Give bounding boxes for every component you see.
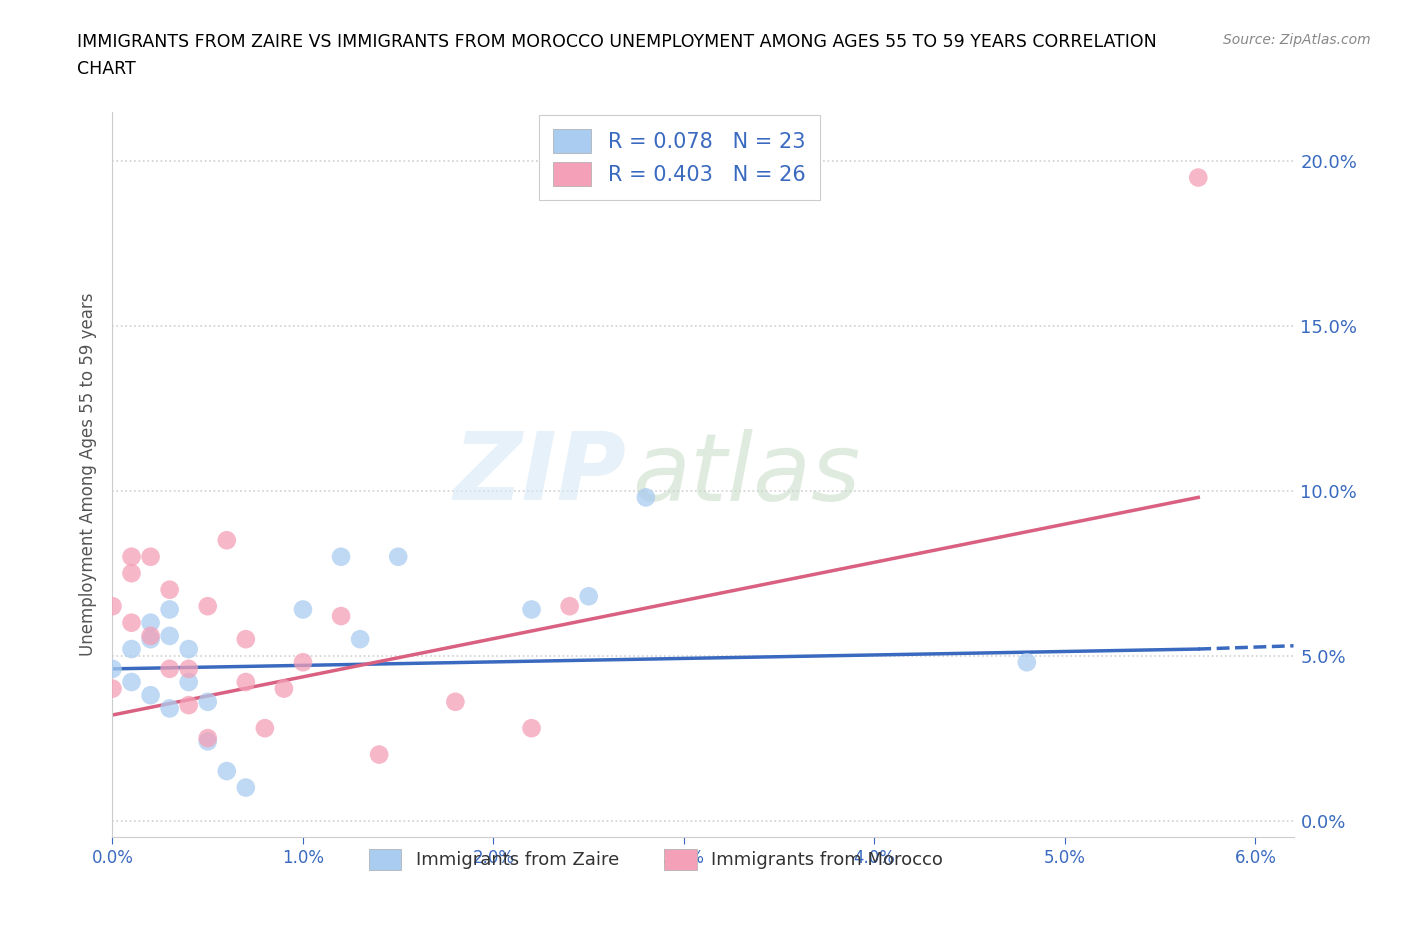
Point [139, 616, 162, 631]
Text: atlas: atlas [633, 429, 860, 520]
Legend: Immigrants from Zaire, Immigrants from Morocco: Immigrants from Zaire, Immigrants from M… [356, 836, 956, 883]
Point [177, 698, 200, 712]
Text: ZIP: ZIP [453, 429, 626, 520]
Point [387, 550, 409, 565]
Point [1187, 170, 1209, 185]
Point [139, 631, 162, 646]
Point [197, 731, 219, 746]
Y-axis label: Unemployment Among Ages 55 to 59 years: Unemployment Among Ages 55 to 59 years [79, 293, 97, 656]
Point [101, 599, 124, 614]
Point [235, 780, 257, 795]
Point [101, 661, 124, 676]
Point [121, 616, 143, 631]
Point [197, 695, 219, 710]
Point [291, 655, 314, 670]
Point [197, 599, 219, 614]
Point [177, 674, 200, 689]
Point [121, 565, 143, 580]
Point [101, 681, 124, 696]
Point [177, 642, 200, 657]
Point [520, 721, 543, 736]
Point [1015, 655, 1038, 670]
Point [215, 533, 238, 548]
Point [159, 701, 181, 716]
Point [330, 608, 353, 623]
Point [235, 674, 257, 689]
Point [197, 734, 219, 749]
Point [177, 661, 200, 676]
Point [159, 582, 181, 597]
Point [139, 629, 162, 644]
Point [215, 764, 238, 778]
Point [349, 631, 371, 646]
Point [159, 602, 181, 617]
Text: Source: ZipAtlas.com: Source: ZipAtlas.com [1223, 33, 1371, 46]
Point [139, 550, 162, 565]
Point [121, 642, 143, 657]
Text: IMMIGRANTS FROM ZAIRE VS IMMIGRANTS FROM MOROCCO UNEMPLOYMENT AMONG AGES 55 TO 5: IMMIGRANTS FROM ZAIRE VS IMMIGRANTS FROM… [77, 33, 1157, 50]
Point [578, 589, 600, 604]
Point [121, 550, 143, 565]
Text: CHART: CHART [77, 60, 136, 78]
Point [159, 661, 181, 676]
Point [634, 490, 657, 505]
Point [159, 629, 181, 644]
Point [330, 550, 353, 565]
Point [520, 602, 543, 617]
Point [235, 631, 257, 646]
Point [139, 688, 162, 703]
Point [121, 674, 143, 689]
Point [558, 599, 581, 614]
Point [368, 747, 391, 762]
Point [444, 695, 467, 710]
Point [273, 681, 295, 696]
Point [253, 721, 276, 736]
Point [291, 602, 314, 617]
